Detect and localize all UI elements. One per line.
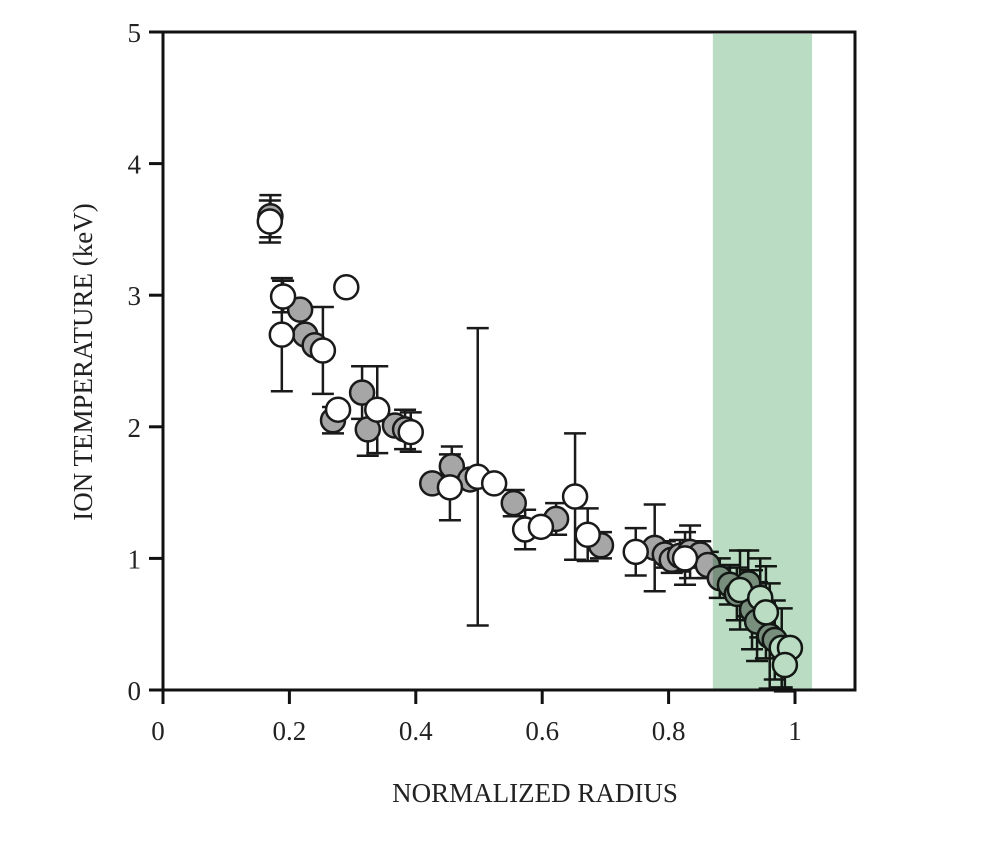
y-tick-label: 5 — [128, 18, 142, 48]
open-point — [527, 513, 555, 541]
shaded-region — [712, 34, 813, 689]
plot-frame — [161, 30, 857, 692]
open-point — [622, 538, 649, 566]
y-tick-label: 1 — [128, 544, 142, 574]
filled-point — [348, 379, 376, 406]
y-tick-label: 3 — [128, 281, 142, 311]
x-tick-label: 0.2 — [273, 716, 307, 746]
y-tick-label: 2 — [128, 413, 142, 443]
open-point — [309, 337, 337, 364]
open-point — [671, 545, 699, 572]
filled-point — [500, 489, 528, 517]
open-point — [324, 396, 352, 423]
y-tick-label: 4 — [128, 150, 142, 180]
open-point — [256, 208, 284, 235]
x-tick-label: 0 — [151, 716, 165, 746]
open-point — [397, 418, 424, 446]
axis-ticks: 0 0.2 0.4 0.6 0.8 1 0 1 2 3 4 5 — [128, 18, 802, 746]
open-point — [561, 483, 589, 510]
open-point — [436, 474, 464, 501]
x-tick-label: 0.4 — [399, 716, 433, 746]
open-point — [480, 470, 508, 497]
y-tick-label: 0 — [128, 676, 142, 706]
x-tick-label: 0.8 — [652, 716, 686, 746]
open-point — [268, 321, 296, 348]
open-point — [333, 274, 360, 301]
open-point — [269, 283, 297, 310]
y-axis-label: ION TEMPERATURE (keV) — [68, 203, 98, 520]
open-point — [574, 521, 601, 548]
x-tick-label: 0.6 — [525, 716, 559, 746]
x-axis-label: NORMALIZED RADIUS — [392, 778, 678, 808]
open-point — [363, 396, 391, 423]
x-tick-label: 1 — [788, 716, 802, 746]
